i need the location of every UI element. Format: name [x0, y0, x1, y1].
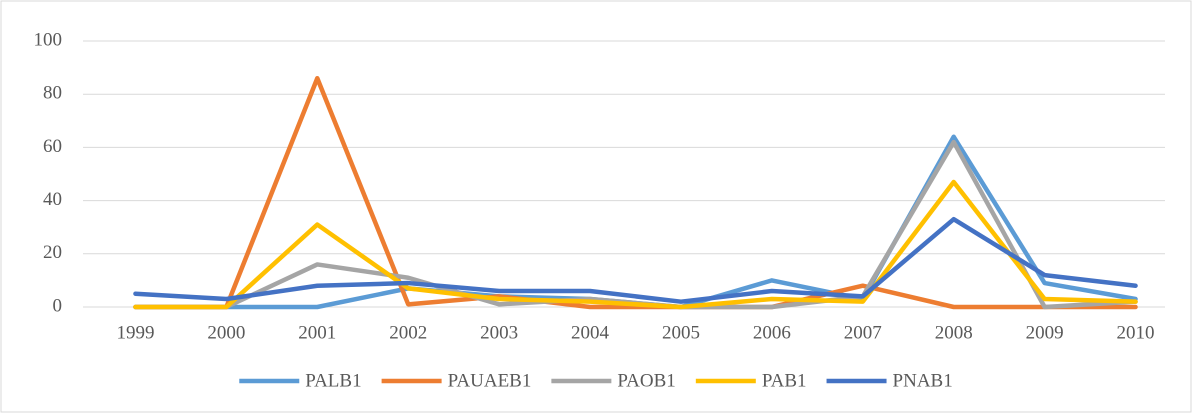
y-tick-label: 80 — [43, 83, 62, 104]
x-tick-label: 2004 — [571, 322, 610, 343]
legend-label: PAB1 — [762, 370, 807, 391]
x-tick-label: 2001 — [298, 322, 336, 343]
y-tick-label: 60 — [43, 136, 62, 157]
series-line — [133, 216, 1138, 304]
x-tick-label: 2002 — [389, 322, 427, 343]
legend-label: PAOB1 — [617, 370, 675, 391]
y-tick-label: 100 — [34, 29, 63, 50]
series-line — [133, 179, 1138, 310]
x-tick-label: 2010 — [1117, 322, 1155, 343]
legend-label: PNAB1 — [893, 370, 953, 391]
x-tick-label: 2005 — [662, 322, 700, 343]
x-tick-label: 2009 — [1026, 322, 1064, 343]
y-tick-label: 40 — [43, 189, 62, 210]
x-tick-label: 2007 — [844, 322, 882, 343]
x-tick-label: 2003 — [480, 322, 518, 343]
y-tick-label: 20 — [43, 242, 62, 263]
x-tick-label: 2008 — [935, 322, 973, 343]
x-tick-label: 1999 — [116, 322, 154, 343]
y-tick-label: 0 — [53, 295, 63, 316]
legend-label: PALB1 — [305, 370, 361, 391]
x-tick-label: 2000 — [207, 322, 245, 343]
series-line — [133, 75, 1138, 310]
legend-label: PAUAEB1 — [448, 370, 532, 391]
x-tick-label: 2006 — [753, 322, 791, 343]
